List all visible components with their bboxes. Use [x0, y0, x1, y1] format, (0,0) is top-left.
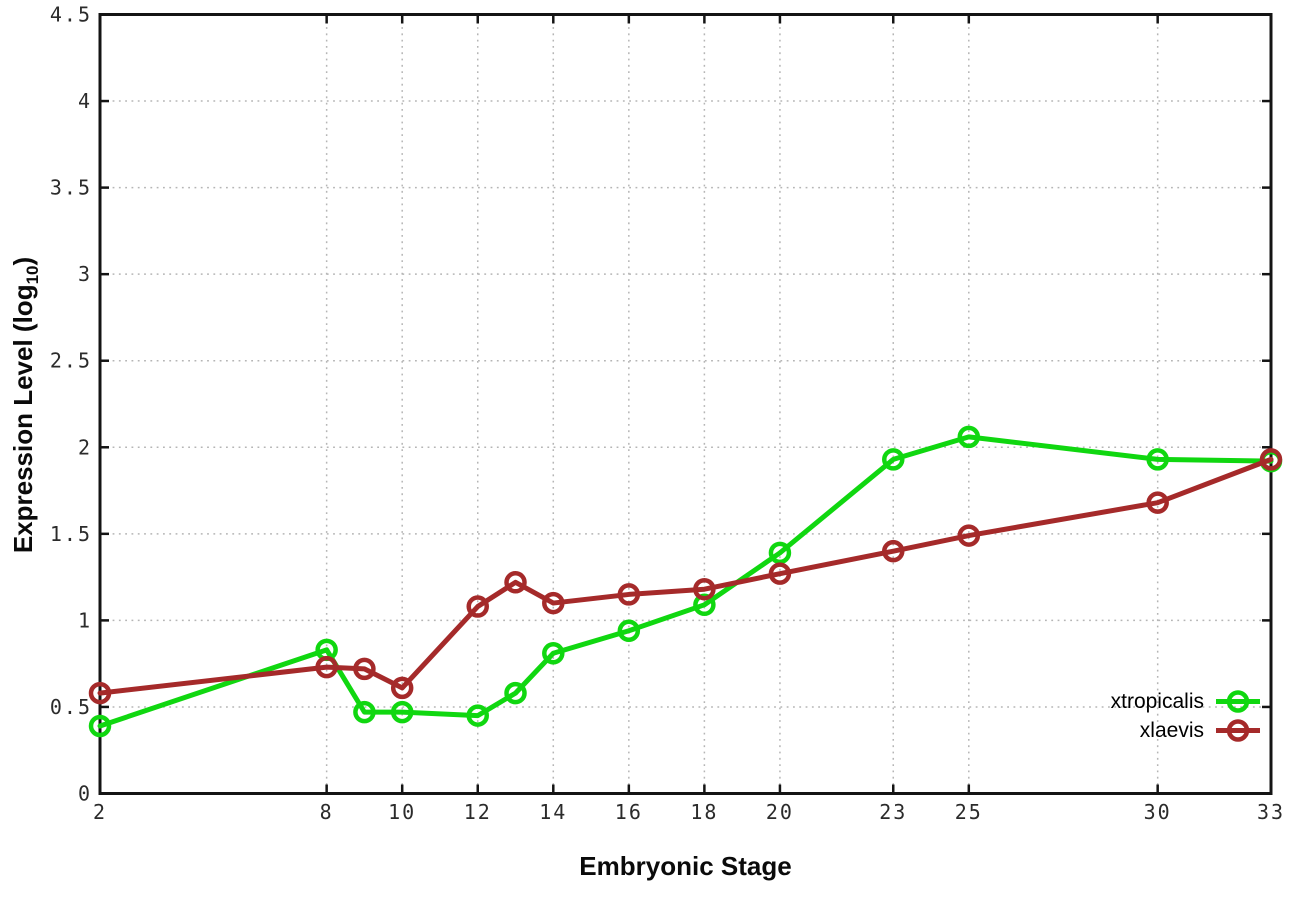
x-tick-label: 33: [1257, 800, 1285, 824]
point-xtropicalis-12: [466, 704, 489, 727]
y-axis-title-close: ): [8, 256, 38, 266]
y-tick-labels: 0 0.5 1 1.5 2 2.5 3 3.5 4 4.5: [50, 3, 92, 806]
y-tick-label: 4: [78, 89, 92, 113]
point-xtropicalis-18: [693, 593, 716, 617]
point-xtropicalis-2: [88, 714, 112, 738]
point-xlaevis-20: [768, 562, 792, 585]
legend: xtropicalis xlaevis: [1111, 687, 1260, 745]
y-tick-label: 3.5: [50, 176, 92, 200]
y-tick-label: 0: [78, 782, 92, 806]
point-xlaevis-18: [693, 577, 716, 601]
point-xtropicalis-30: [1146, 448, 1169, 471]
series-xlaevis-line: [97, 456, 1274, 696]
point-xlaevis-30: [1146, 491, 1169, 514]
y-tick-label: 1.5: [50, 522, 92, 546]
point-xlaevis-23: [882, 539, 905, 563]
legend-marker-xtropicalis: [1216, 690, 1260, 713]
y-tick-label: 2: [78, 435, 92, 459]
point-xlaevis-25: [957, 524, 981, 547]
y-axis-title-text: Expression Level (log: [8, 284, 38, 554]
point-xlaevis-2: [88, 681, 112, 705]
y-tick-label: 4.5: [50, 3, 92, 27]
x-tick-label: 23: [879, 800, 907, 824]
point-xtropicalis-9: [353, 700, 376, 724]
point-xlaevis-8: [315, 655, 338, 679]
legend-item-xtropicalis: xtropicalis: [1111, 687, 1260, 716]
axis-ticks: [98, 13, 1273, 795]
legend-label-xlaevis: xlaevis: [1139, 719, 1204, 742]
series-xlaevis: [88, 448, 1283, 705]
point-xlaevis-13: [504, 571, 527, 594]
x-tick-label: 2: [93, 800, 107, 824]
series-xtropicalis: [88, 425, 1283, 738]
x-tick-label: 16: [615, 800, 643, 824]
legend-marker-xlaevis: [1216, 719, 1260, 742]
y-tick-label: 2.5: [50, 349, 92, 373]
plot-border: [98, 13, 1273, 795]
x-tick-label: 25: [955, 800, 983, 824]
point-xtropicalis-14: [542, 642, 565, 665]
x-tick-label: 30: [1144, 800, 1172, 824]
gridlines: [100, 14, 1271, 794]
x-tick-label: 18: [690, 800, 718, 824]
point-xtropicalis-16: [617, 619, 641, 643]
legend-label-xtropicalis: xtropicalis: [1110, 690, 1204, 713]
x-tick-label: 10: [388, 800, 416, 824]
y-tick-label: 1: [78, 608, 92, 632]
point-xlaevis-9: [353, 657, 376, 681]
x-tick-label: 12: [464, 800, 492, 824]
y-axis-title: Expression Level (log10): [8, 195, 42, 615]
point-xtropicalis-25: [957, 425, 981, 449]
point-xtropicalis-10: [390, 700, 414, 724]
legend-item-xlaevis: xlaevis: [1111, 716, 1260, 745]
point-xlaevis-33: [1259, 448, 1283, 471]
x-tick-label: 14: [539, 800, 567, 824]
point-xtropicalis-20: [768, 541, 792, 565]
point-xlaevis-12: [466, 595, 489, 618]
point-xtropicalis-23: [882, 448, 905, 471]
point-xlaevis-10: [390, 676, 414, 700]
y-tick-label: 3: [78, 262, 92, 286]
y-tick-label: 0.5: [50, 695, 92, 719]
x-tick-label: 8: [320, 800, 334, 824]
x-axis-title: Embryonic Stage: [579, 851, 792, 881]
x-tick-labels: 2 8 10 12 14 16 18 20 23 25 30 33: [93, 800, 1285, 824]
series-xtropicalis-line: [97, 434, 1274, 729]
point-xlaevis-16: [617, 583, 641, 606]
y-axis-title-subscript: 10: [23, 265, 42, 285]
x-tick-label: 20: [766, 800, 794, 824]
point-xtropicalis-13: [504, 681, 527, 705]
point-xlaevis-14: [542, 591, 565, 615]
